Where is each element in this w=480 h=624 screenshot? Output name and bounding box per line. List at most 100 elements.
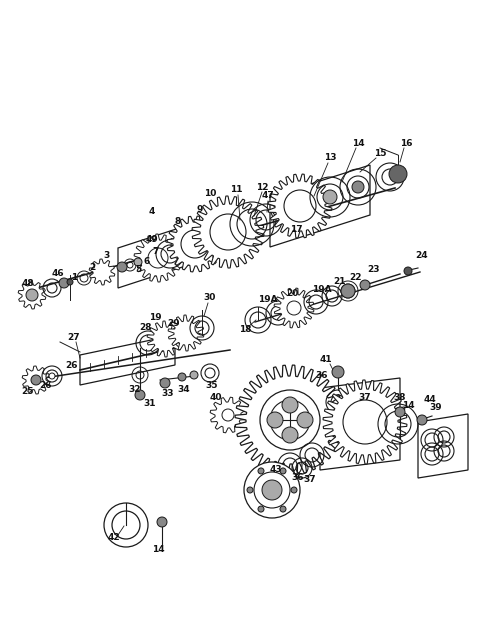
Circle shape bbox=[267, 412, 283, 428]
Text: 11: 11 bbox=[230, 185, 242, 195]
Text: 18: 18 bbox=[239, 326, 251, 334]
Text: 12: 12 bbox=[256, 182, 268, 192]
Circle shape bbox=[282, 397, 298, 413]
Text: 4: 4 bbox=[149, 208, 155, 217]
Text: 5: 5 bbox=[135, 265, 141, 275]
Circle shape bbox=[352, 181, 364, 193]
Text: 47: 47 bbox=[262, 192, 275, 200]
Circle shape bbox=[297, 412, 313, 428]
Circle shape bbox=[258, 468, 264, 474]
Circle shape bbox=[270, 400, 310, 440]
Circle shape bbox=[117, 262, 127, 272]
Text: 27: 27 bbox=[68, 333, 80, 343]
Text: 34: 34 bbox=[178, 386, 190, 394]
Polygon shape bbox=[235, 365, 345, 475]
Text: 26: 26 bbox=[40, 381, 52, 391]
Circle shape bbox=[341, 284, 355, 298]
Circle shape bbox=[181, 230, 209, 258]
Circle shape bbox=[389, 165, 407, 183]
Polygon shape bbox=[192, 196, 264, 268]
Polygon shape bbox=[134, 234, 182, 282]
Circle shape bbox=[59, 278, 69, 288]
Text: 42: 42 bbox=[108, 534, 120, 542]
Text: 40: 40 bbox=[210, 394, 222, 402]
Text: 17: 17 bbox=[290, 225, 302, 235]
Polygon shape bbox=[210, 397, 246, 433]
Text: 2: 2 bbox=[89, 263, 95, 273]
Text: 15: 15 bbox=[374, 150, 386, 158]
Text: 19A: 19A bbox=[258, 296, 278, 305]
Text: 14: 14 bbox=[402, 401, 414, 409]
Circle shape bbox=[134, 258, 142, 266]
Circle shape bbox=[262, 480, 282, 500]
Text: 44: 44 bbox=[424, 394, 436, 404]
Polygon shape bbox=[168, 315, 204, 351]
Circle shape bbox=[67, 279, 73, 285]
Text: 41: 41 bbox=[320, 356, 332, 364]
Circle shape bbox=[395, 407, 405, 417]
Text: 48: 48 bbox=[22, 280, 34, 288]
Text: 35: 35 bbox=[206, 381, 218, 391]
Circle shape bbox=[157, 517, 167, 527]
Circle shape bbox=[49, 373, 55, 379]
Polygon shape bbox=[268, 174, 332, 238]
Circle shape bbox=[260, 390, 320, 450]
Text: 46: 46 bbox=[52, 270, 64, 278]
Circle shape bbox=[280, 468, 286, 474]
Circle shape bbox=[244, 462, 300, 518]
Text: 1: 1 bbox=[71, 273, 77, 283]
Circle shape bbox=[31, 375, 41, 385]
Text: 38: 38 bbox=[394, 394, 406, 402]
Text: 20: 20 bbox=[286, 290, 298, 298]
Circle shape bbox=[135, 390, 145, 400]
Circle shape bbox=[190, 371, 198, 379]
Circle shape bbox=[178, 373, 186, 381]
Circle shape bbox=[417, 415, 427, 425]
Circle shape bbox=[360, 280, 370, 290]
Polygon shape bbox=[89, 259, 115, 285]
Circle shape bbox=[404, 267, 412, 275]
Polygon shape bbox=[147, 321, 183, 357]
Text: 8: 8 bbox=[175, 218, 181, 227]
Polygon shape bbox=[167, 216, 223, 272]
Circle shape bbox=[343, 400, 387, 444]
Text: 14: 14 bbox=[352, 139, 364, 147]
Text: 37: 37 bbox=[304, 475, 316, 484]
Text: 29: 29 bbox=[168, 318, 180, 328]
Text: 49: 49 bbox=[145, 235, 158, 245]
Circle shape bbox=[254, 472, 290, 508]
Text: 39: 39 bbox=[430, 404, 442, 412]
Polygon shape bbox=[323, 380, 407, 464]
Text: 21: 21 bbox=[334, 278, 346, 286]
Circle shape bbox=[323, 190, 337, 204]
Circle shape bbox=[26, 289, 38, 301]
Text: 25: 25 bbox=[22, 388, 34, 396]
Circle shape bbox=[332, 366, 344, 378]
Circle shape bbox=[247, 487, 253, 493]
Text: 36: 36 bbox=[292, 472, 304, 482]
Text: 10: 10 bbox=[204, 188, 216, 198]
Text: 9: 9 bbox=[197, 205, 203, 215]
Circle shape bbox=[222, 409, 234, 421]
Circle shape bbox=[291, 487, 297, 493]
Polygon shape bbox=[274, 288, 314, 328]
Polygon shape bbox=[18, 281, 46, 309]
Circle shape bbox=[210, 214, 246, 250]
Text: 36: 36 bbox=[316, 371, 328, 381]
Text: 13: 13 bbox=[324, 154, 336, 162]
Text: 26: 26 bbox=[66, 361, 78, 369]
Text: 7: 7 bbox=[153, 248, 159, 256]
Text: 28: 28 bbox=[140, 323, 152, 331]
Text: 33: 33 bbox=[162, 389, 174, 397]
Text: 14: 14 bbox=[152, 545, 164, 555]
Text: 19: 19 bbox=[149, 313, 161, 323]
Circle shape bbox=[280, 506, 286, 512]
Text: 31: 31 bbox=[144, 399, 156, 409]
Text: 22: 22 bbox=[350, 273, 362, 281]
Circle shape bbox=[258, 506, 264, 512]
Text: 19A: 19A bbox=[312, 286, 332, 295]
Circle shape bbox=[160, 378, 170, 388]
Text: 16: 16 bbox=[400, 139, 412, 147]
Text: 37: 37 bbox=[359, 394, 372, 402]
Circle shape bbox=[148, 248, 168, 268]
